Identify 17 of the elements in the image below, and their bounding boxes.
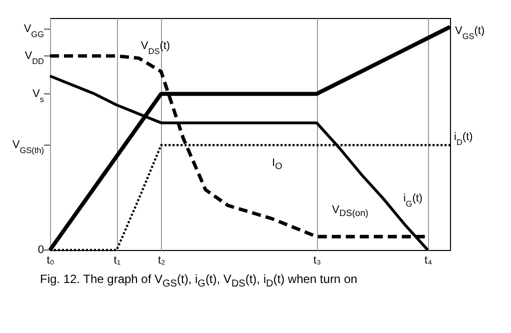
ref-line-label: V$_{GS(th)}$	[12, 139, 44, 155]
x-tick-label: t₁	[114, 254, 121, 266]
x-tick-label: t₃	[313, 254, 321, 266]
text: Fig. 12. The graph of V$_{GS}$(t), i$_{G}$(t), V$_{DS}$(t), i$_{D}$(t) when turn on	[40, 272, 358, 290]
annotation: I$_{O}$	[272, 157, 282, 172]
x-tick-label: t₂	[158, 254, 166, 266]
series-label: V$_{DS}$(t)	[140, 40, 170, 56]
series-label: V$_{GS}$(t)	[455, 24, 485, 40]
annotation: V$_{DS(on)}$	[332, 204, 368, 218]
x-tick-label: t₀	[46, 254, 54, 266]
ref-line-label: 0	[38, 244, 44, 256]
x-tick-label: t₄	[424, 254, 433, 266]
series-label: i$_{G}$(t)	[403, 192, 423, 208]
ref-line-label: V$_{GG}$	[24, 23, 44, 39]
series-label: i$_{D}$(t)	[454, 131, 473, 147]
ref-line-label: V$_{DD}$	[24, 50, 44, 66]
ref-line-label: V$_{s}$	[32, 88, 44, 104]
